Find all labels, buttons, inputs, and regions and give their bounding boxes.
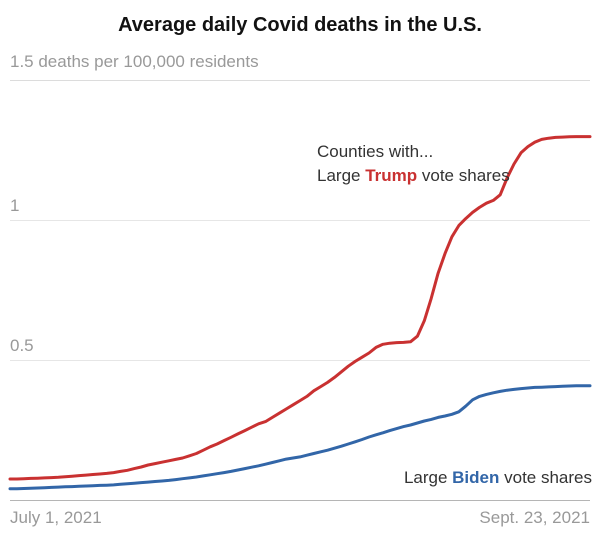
covid-deaths-chart: Average daily Covid deaths in the U.S. 1… xyxy=(0,0,600,544)
series-trump xyxy=(10,137,590,479)
annotation-trump-line2: Large Trump vote shares xyxy=(317,164,510,188)
annotation-biden: Large Biden vote shares xyxy=(404,466,592,490)
plot-area xyxy=(0,0,600,544)
trump-emph: Trump xyxy=(365,166,417,185)
annotation-trump-line1: Counties with... xyxy=(317,140,510,164)
annotation-trump: Counties with... Large Trump vote shares xyxy=(317,140,510,188)
biden-emph: Biden xyxy=(452,468,499,487)
